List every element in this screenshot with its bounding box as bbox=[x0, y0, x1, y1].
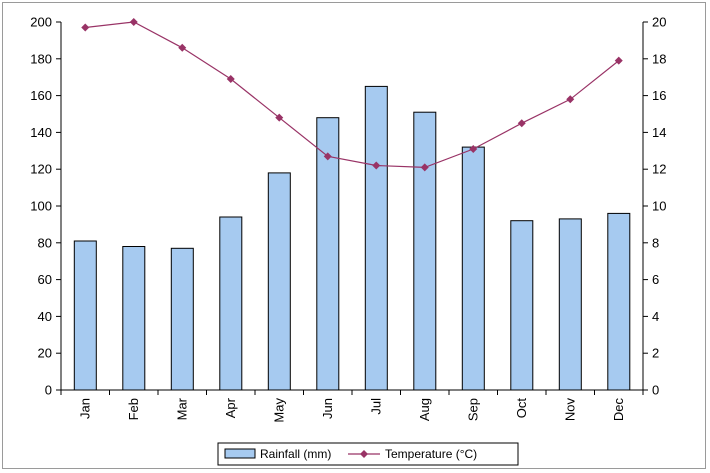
rainfall-bar-oct bbox=[510, 220, 534, 391]
left-tick-label: 140 bbox=[30, 125, 52, 140]
left-tick-label: 180 bbox=[30, 51, 52, 66]
x-tick-label-may: May bbox=[271, 398, 286, 423]
rainfall-bar-jul bbox=[364, 85, 388, 391]
right-tick-label: 4 bbox=[652, 309, 659, 324]
left-tick-label: 100 bbox=[30, 199, 52, 214]
right-tick-label: 0 bbox=[652, 383, 659, 398]
right-axis-ticks: 0 2 4 6 8 10 12 14 16 18 20 bbox=[643, 15, 666, 398]
legend-temperature-label: Temperature (°C) bbox=[385, 447, 477, 461]
rainfall-bar-may bbox=[267, 172, 291, 391]
rainfall-bar-feb bbox=[122, 246, 146, 391]
right-tick-label: 16 bbox=[652, 88, 666, 103]
chart-svg: 0 20 40 60 80 100 120 140 160 180 200 0 2 4 6 8 10 12 14 1… bbox=[30, 15, 666, 466]
x-tick-label-oct: Oct bbox=[514, 398, 529, 419]
temperature-point-oct bbox=[517, 119, 526, 128]
x-tick-label-nov: Nov bbox=[562, 398, 577, 422]
x-tick-label-jan: Jan bbox=[77, 398, 92, 419]
rainfall-bar-mar bbox=[170, 247, 194, 391]
right-tick-label: 20 bbox=[652, 15, 666, 30]
right-tick-label: 18 bbox=[652, 51, 666, 66]
temperature-point-sep bbox=[469, 144, 478, 153]
rainfall-bar-apr bbox=[219, 216, 243, 391]
left-tick-label: 160 bbox=[30, 88, 52, 103]
temperature-line bbox=[85, 21, 620, 169]
rainfall-bar-sep bbox=[461, 146, 485, 391]
right-tick-label: 14 bbox=[652, 125, 666, 140]
x-tick-label-feb: Feb bbox=[126, 398, 141, 420]
x-tick-label-aug: Aug bbox=[417, 398, 432, 421]
right-tick-label: 12 bbox=[652, 162, 666, 177]
temperature-point-nov bbox=[566, 95, 575, 104]
temperature-point-aug bbox=[420, 163, 429, 172]
x-tick-label-apr: Apr bbox=[223, 397, 238, 418]
temperature-point-feb bbox=[129, 18, 138, 26]
x-tick-label-jun: Jun bbox=[320, 398, 335, 419]
legend-temperature-marker bbox=[360, 450, 368, 458]
temperature-point-mar bbox=[178, 43, 187, 52]
x-tick-label-sep: Sep bbox=[465, 398, 480, 421]
rainfall-bar-aug bbox=[413, 111, 437, 391]
left-tick-label: 200 bbox=[30, 15, 52, 30]
x-tick-label-mar: Mar bbox=[174, 397, 189, 420]
bars-group bbox=[73, 85, 631, 391]
x-tick-label-dec: Dec bbox=[611, 398, 626, 422]
left-tick-label: 120 bbox=[30, 162, 52, 177]
right-tick-label: 2 bbox=[652, 346, 659, 361]
rainfall-bar-dec bbox=[607, 212, 631, 391]
temperature-point-jun bbox=[323, 152, 332, 161]
left-tick-label: 20 bbox=[38, 346, 52, 361]
x-tick-label-jul: Jul bbox=[368, 398, 383, 415]
left-tick-label: 40 bbox=[38, 309, 52, 324]
rainfall-bar-nov bbox=[558, 218, 582, 391]
axes-group bbox=[60, 22, 644, 391]
rainfall-bar-jan bbox=[73, 240, 97, 391]
temperature-point-dec bbox=[614, 56, 623, 65]
right-tick-label: 6 bbox=[652, 272, 659, 287]
legend-rainfall-swatch bbox=[224, 448, 256, 459]
left-tick-label: 80 bbox=[38, 235, 52, 250]
right-tick-label: 8 bbox=[652, 235, 659, 250]
legend: Rainfall (mm) Temperature (°C) bbox=[217, 442, 519, 466]
temperature-point-jul bbox=[372, 161, 381, 170]
left-axis-ticks: 0 20 40 60 80 100 120 140 160 180 200 bbox=[30, 15, 61, 398]
right-tick-label: 10 bbox=[652, 199, 666, 214]
chart-frame: 0 20 40 60 80 100 120 140 160 180 200 0 2 4 6 8 10 12 14 1… bbox=[2, 2, 706, 469]
left-tick-label: 60 bbox=[38, 272, 52, 287]
x-axis-ticks: Jan Feb Mar Apr May Jun Jul Aug Sep Oct Nov Dec bbox=[60, 390, 644, 423]
temperature-point-jan bbox=[81, 23, 90, 32]
legend-rainfall-label: Rainfall (mm) bbox=[260, 447, 331, 461]
temperature-point-may bbox=[275, 113, 284, 122]
temperature-point-apr bbox=[226, 75, 235, 84]
temperature-line-group bbox=[81, 18, 623, 172]
left-tick-label: 0 bbox=[45, 383, 52, 398]
